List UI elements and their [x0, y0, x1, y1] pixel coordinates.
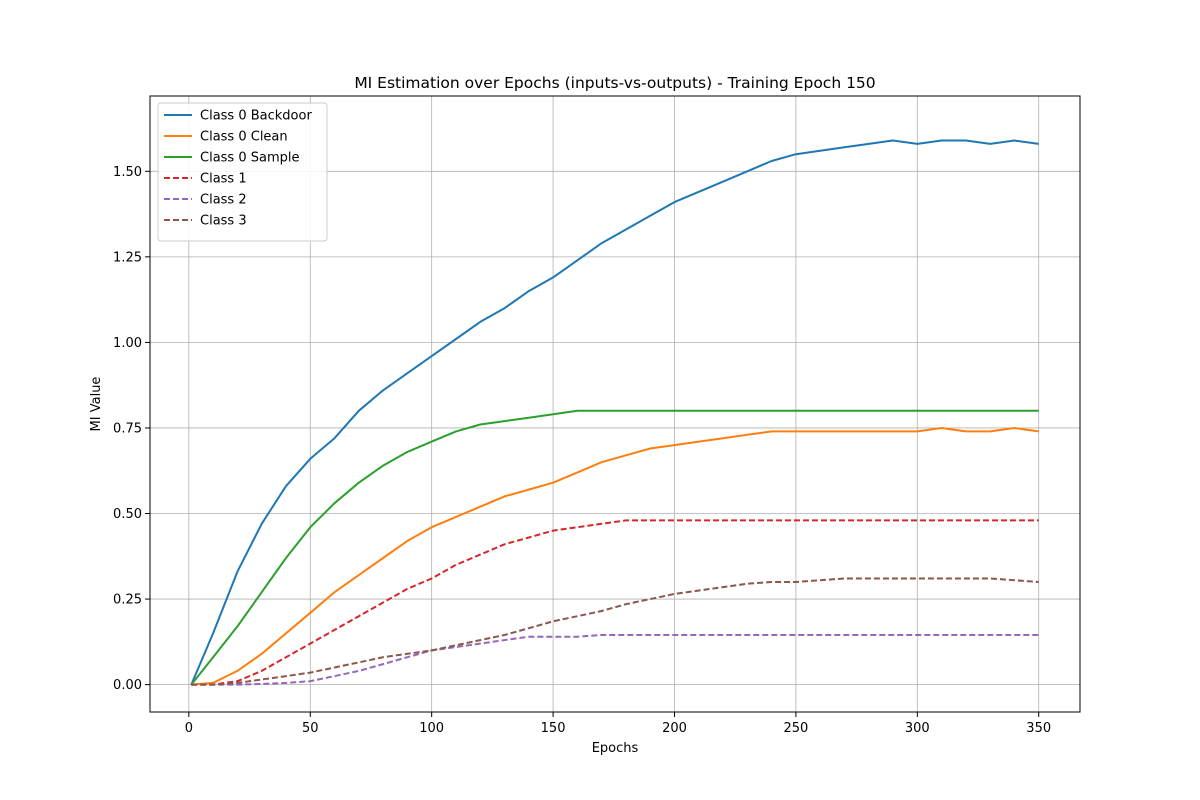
y-tick-label: 0.50	[113, 507, 142, 522]
y-tick-label: 0.75	[113, 421, 142, 436]
y-axis: 0.00 0.25 0.50 0.75 1.00 1.25 1.50	[113, 165, 150, 693]
series-line-class-3	[191, 577, 1039, 686]
x-axis: 0 50 100 150 200 250 300 350	[185, 712, 1051, 736]
legend-label: Class 0 Backdoor	[200, 109, 312, 124]
x-tick-label: 100	[419, 721, 444, 736]
x-tick-label: 300	[905, 721, 930, 736]
x-tick-label: 250	[783, 721, 808, 736]
legend-label: Class 1	[200, 172, 247, 187]
x-tick-label: 0	[185, 721, 193, 736]
legend-label: Class 0 Clean	[200, 130, 288, 145]
legend-box	[157, 102, 328, 242]
series-line-class-0-sample	[190, 409, 1039, 686]
series-line-class-0-backdoor	[190, 139, 1039, 685]
plot-frame	[149, 95, 1081, 713]
legend-label: Class 0 Sample	[200, 151, 299, 166]
legend-label: Class 3	[200, 214, 247, 229]
x-tick-label: 200	[662, 721, 687, 736]
series-line-class-0-clean	[191, 427, 1039, 686]
legend-label: Class 2	[200, 193, 247, 208]
y-tick-label: 1.25	[113, 250, 142, 265]
y-tick-label: 0.00	[113, 678, 142, 693]
y-tick-label: 0.25	[113, 593, 142, 608]
plot-lines	[190, 139, 1039, 686]
series-line-class-2	[191, 634, 1039, 686]
series-line-class-1	[191, 519, 1039, 686]
x-tick-label: 350	[1026, 721, 1051, 736]
x-tick-label: 150	[541, 721, 566, 736]
x-tick-label: 50	[302, 721, 319, 736]
x-axis-title: Epochs	[592, 741, 639, 756]
chart-title: MI Estimation over Epochs (inputs-vs-out…	[354, 74, 875, 92]
y-axis-title: MI Value	[89, 377, 104, 432]
y-tick-label: 1.50	[113, 165, 142, 180]
y-tick-label: 1.00	[113, 336, 142, 351]
legend: Class 0 Backdoor Class 0 Clean Class 0 Sam…	[157, 102, 328, 242]
grid	[150, 96, 1080, 712]
